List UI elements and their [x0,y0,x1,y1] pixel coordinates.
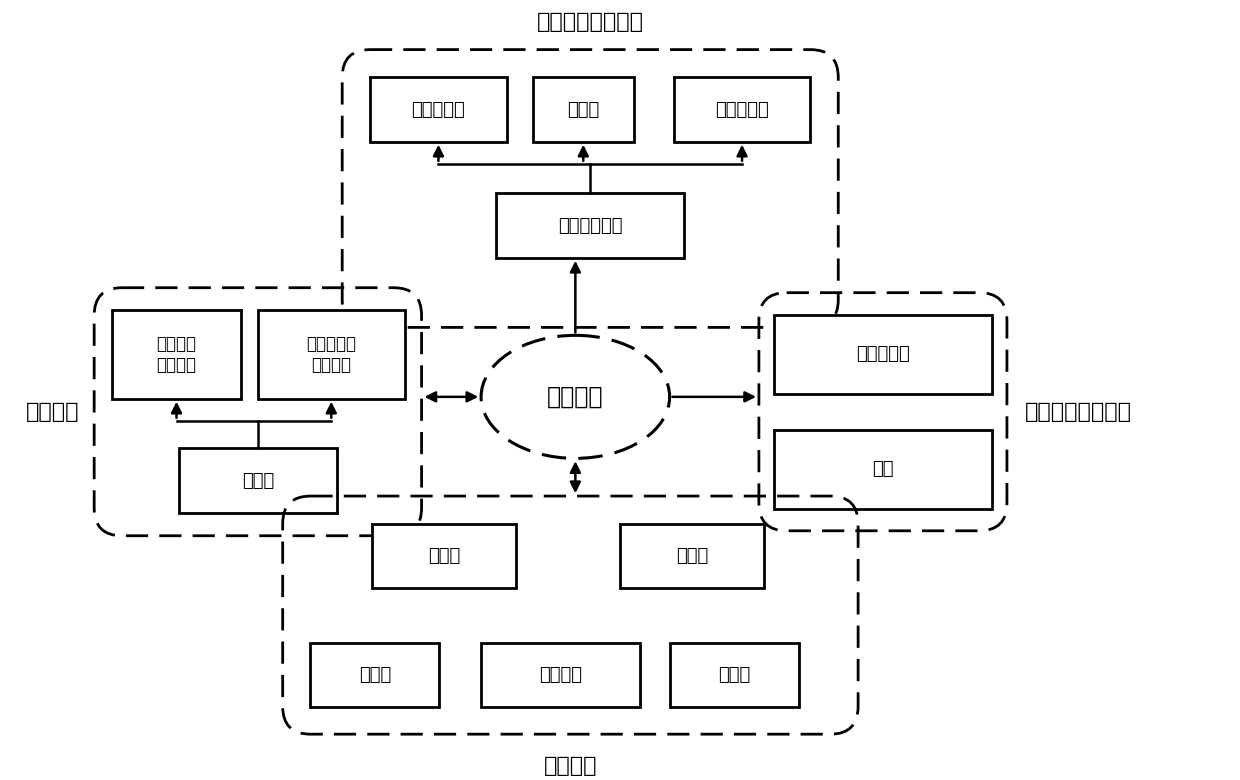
Bar [372,524,516,588]
Bar [179,448,337,513]
Text: 流量计: 流量计 [567,101,599,119]
Bar [481,643,640,707]
Text: 数据测量采集模块: 数据测量采集模块 [537,12,644,32]
Text: 控制模块: 控制模块 [547,385,604,409]
Bar [533,77,634,142]
Text: 数据采集系统: 数据采集系统 [558,217,622,235]
Text: 光源: 光源 [872,460,894,478]
Text: 压力传感器: 压力传感器 [715,101,769,119]
Bar [670,643,799,707]
Bar [496,193,684,258]
Bar [774,314,992,394]
Text: 熔盐炉: 熔盐炉 [676,547,708,565]
Text: 熔盐回路
电加热丝: 熔盐回路 电加热丝 [156,335,196,374]
Bar [673,77,811,142]
Bar [310,643,439,707]
Text: 冷却塔: 冷却塔 [428,547,460,565]
Bar [258,310,404,399]
Text: 调压器: 调压器 [242,472,274,490]
Ellipse shape [481,335,670,459]
Bar [620,524,764,588]
Text: 加热模块: 加热模块 [26,402,79,422]
Text: 温度传感器: 温度传感器 [412,101,465,119]
Text: 其他设备: 其他设备 [543,756,598,776]
Text: 高速摄像仪: 高速摄像仪 [856,346,910,363]
Text: 辅助水泵: 辅助水泵 [539,666,582,684]
Text: 真空泵: 真空泵 [718,666,750,684]
Bar [370,77,507,142]
Text: 导热油回路
电加热丝: 导热油回路 电加热丝 [306,335,356,374]
Bar [774,430,992,509]
Bar [112,310,241,399]
Text: 影像采集分析模块: 影像采集分析模块 [1024,402,1132,422]
Text: 主水泵: 主水泵 [358,666,391,684]
